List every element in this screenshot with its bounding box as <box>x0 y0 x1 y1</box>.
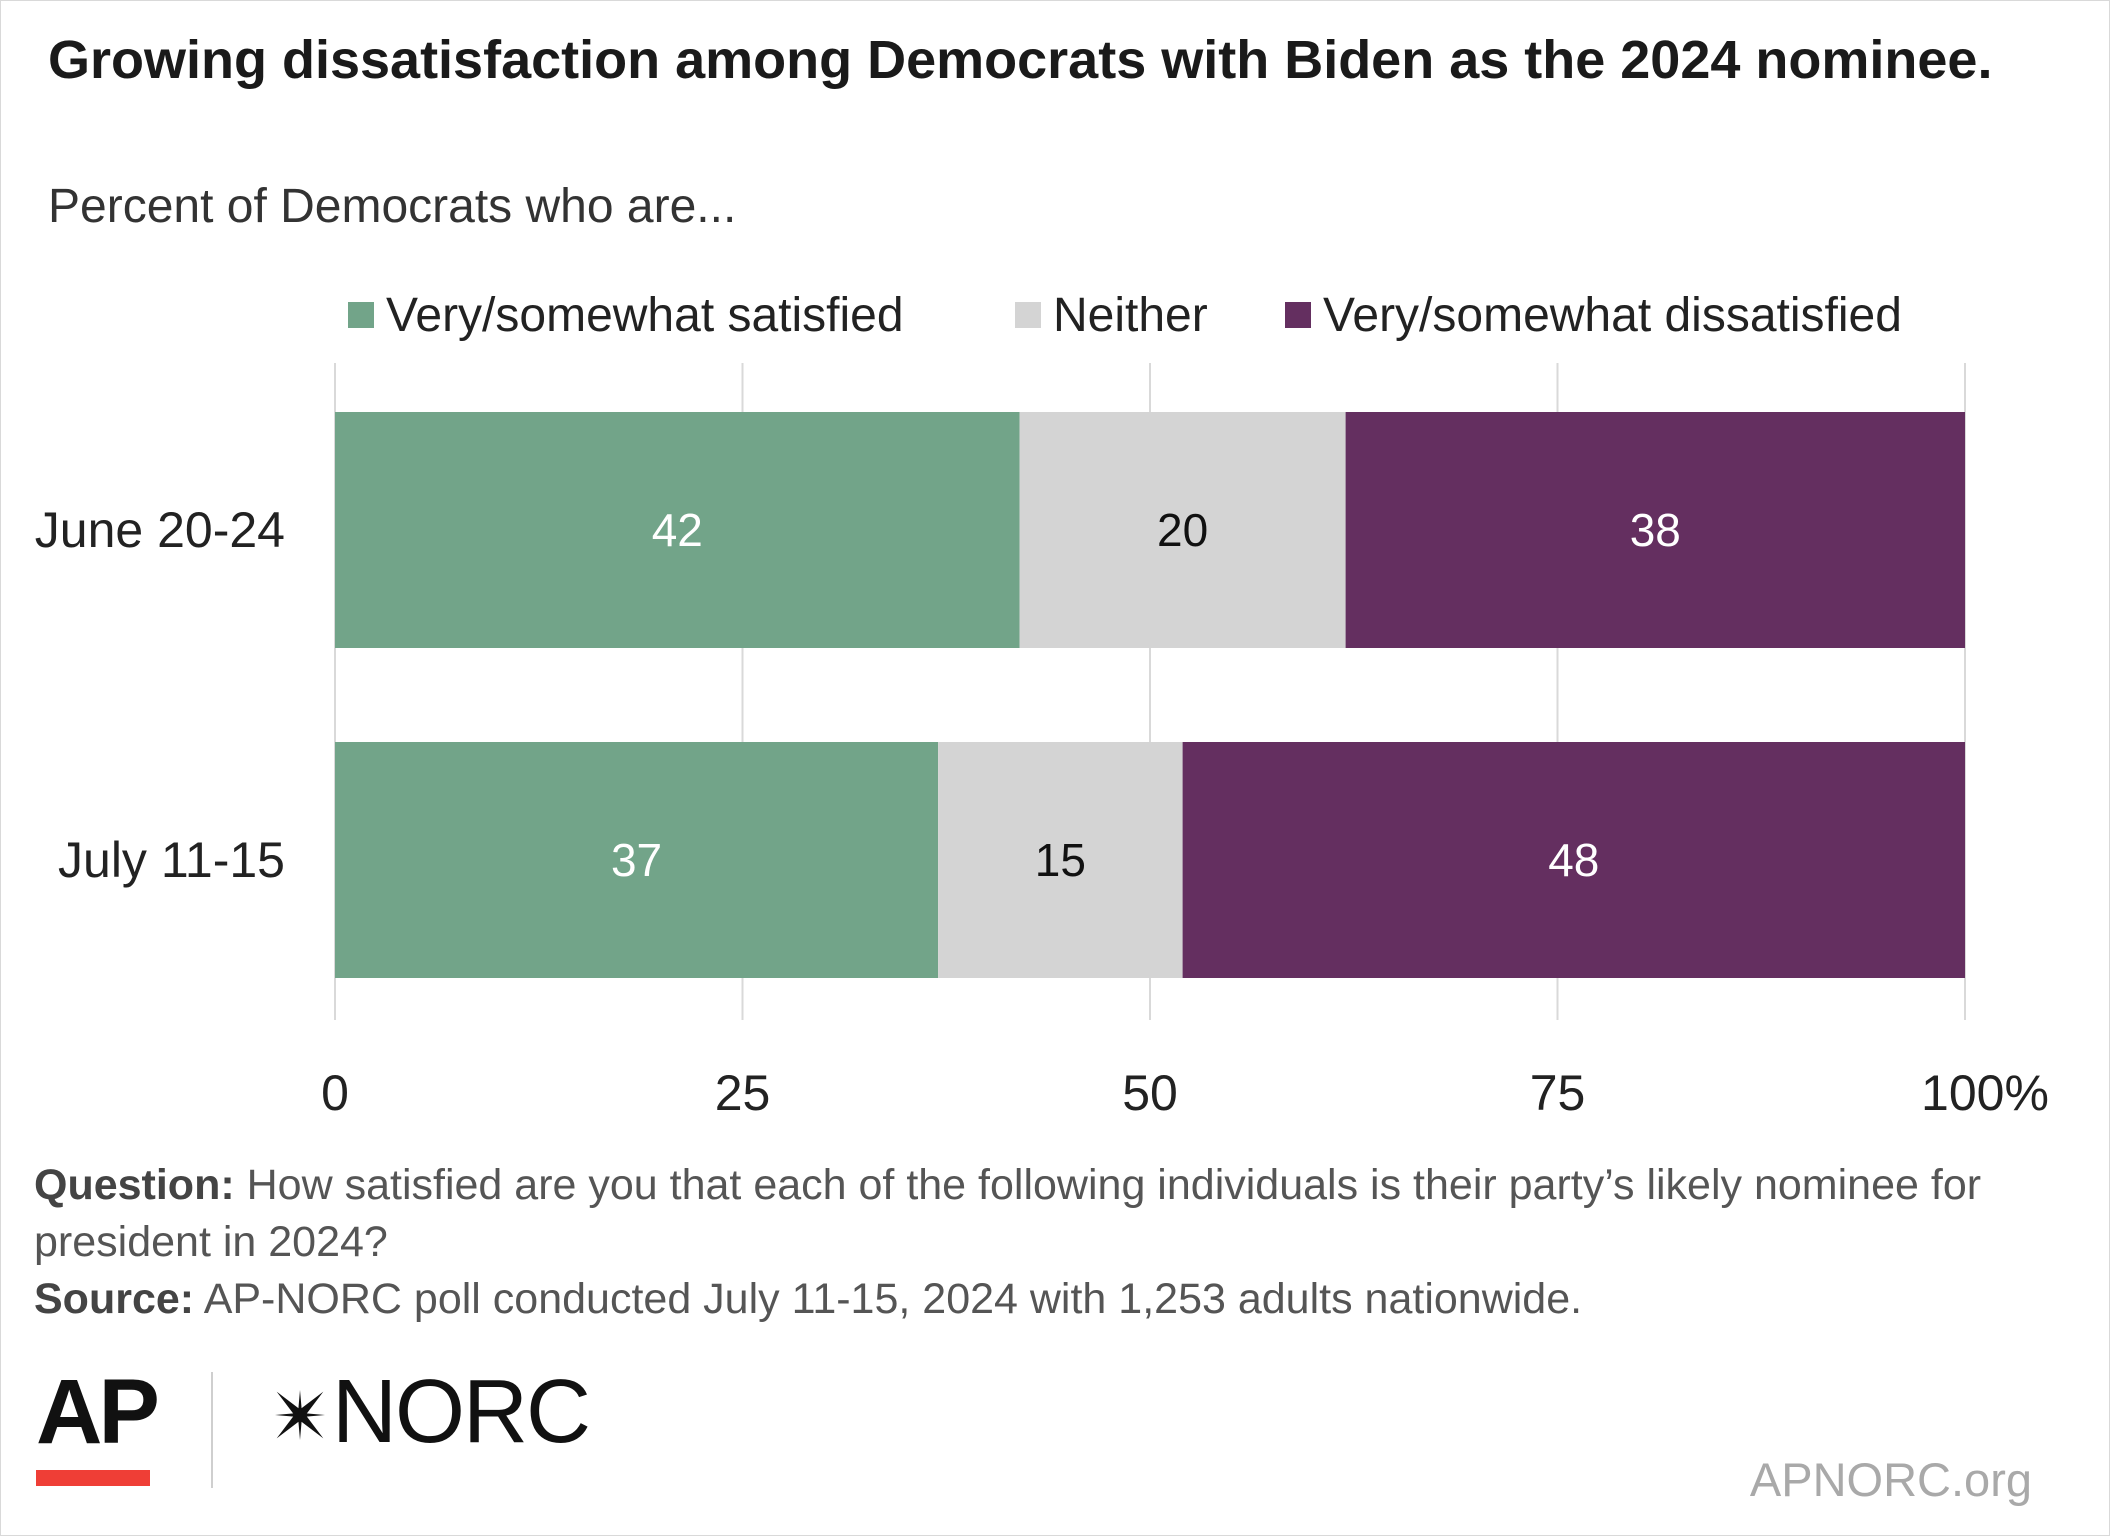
legend-item-neither: Neither <box>1015 280 1208 350</box>
ap-logo-bar <box>36 1470 150 1486</box>
data-label-0-0: 42 <box>652 504 703 556</box>
category-label-0: June 20-24 <box>35 502 285 558</box>
question-note: Question: How satisfied are you that eac… <box>34 1157 1994 1271</box>
data-label-1-2: 48 <box>1548 834 1599 886</box>
legend-item-satisfied: Very/somewhat satisfied <box>348 280 904 350</box>
norc-logo: NORC <box>332 1362 591 1462</box>
x-tick-label-4: 100% <box>1921 1065 2049 1121</box>
question-label: Question: <box>34 1161 235 1209</box>
bar-1-1 <box>938 742 1183 978</box>
bar-0-1 <box>1019 412 1346 648</box>
logo-divider <box>211 1372 213 1488</box>
ap-logo: AP <box>36 1361 160 1463</box>
data-label-0-2: 38 <box>1630 504 1681 556</box>
bar-0-2 <box>1345 412 1965 648</box>
category-label-1: July 11-15 <box>58 832 285 888</box>
chart-footer: Question: How satisfied are you that eac… <box>34 1157 1994 1328</box>
legend-label-satisfied: Very/somewhat satisfied <box>386 288 904 342</box>
x-tick-label-2: 50 <box>1122 1065 1178 1121</box>
legend-swatch-satisfied <box>348 302 374 328</box>
site-url: APNORC.org <box>1749 1453 2032 1506</box>
legend-label-dissatisfied: Very/somewhat dissatisfied <box>1323 288 1902 342</box>
source-text: AP-NORC poll conducted July 11-15, 2024 … <box>203 1275 1583 1323</box>
bar-0-0 <box>335 412 1020 648</box>
chart-subtitle: Percent of Democrats who are... <box>48 180 737 233</box>
data-label-0-1: 20 <box>1157 504 1208 556</box>
data-label-1-1: 15 <box>1035 834 1086 886</box>
legend-label-neither: Neither <box>1053 288 1208 342</box>
legend-swatch-neither <box>1015 302 1041 328</box>
chart-legend: Very/somewhat satisfied Neither Very/som… <box>0 280 2110 350</box>
chart-title: Growing dissatisfaction among Democrats … <box>48 30 1993 90</box>
x-tick-label-3: 75 <box>1530 1065 1586 1121</box>
bar-1-2 <box>1182 742 1965 978</box>
x-tick-label-0: 0 <box>321 1065 349 1121</box>
source-label: Source: <box>34 1275 195 1323</box>
bar-1-0 <box>335 742 939 978</box>
chart-plot: 42 20 38 June 20-24 37 15 48 July 11-15 0 25 50 75 1… <box>35 363 2049 1121</box>
x-tick-label-1: 25 <box>715 1065 771 1121</box>
source-note: Source: AP-NORC poll conducted July 11-1… <box>34 1271 1994 1328</box>
question-text: How satisfied are you that each of the f… <box>34 1161 1982 1266</box>
data-label-1-0: 37 <box>611 834 662 886</box>
norc-star-icon <box>275 1390 325 1440</box>
legend-item-dissatisfied: Very/somewhat dissatisfied <box>1285 280 1902 350</box>
legend-swatch-dissatisfied <box>1285 302 1311 328</box>
